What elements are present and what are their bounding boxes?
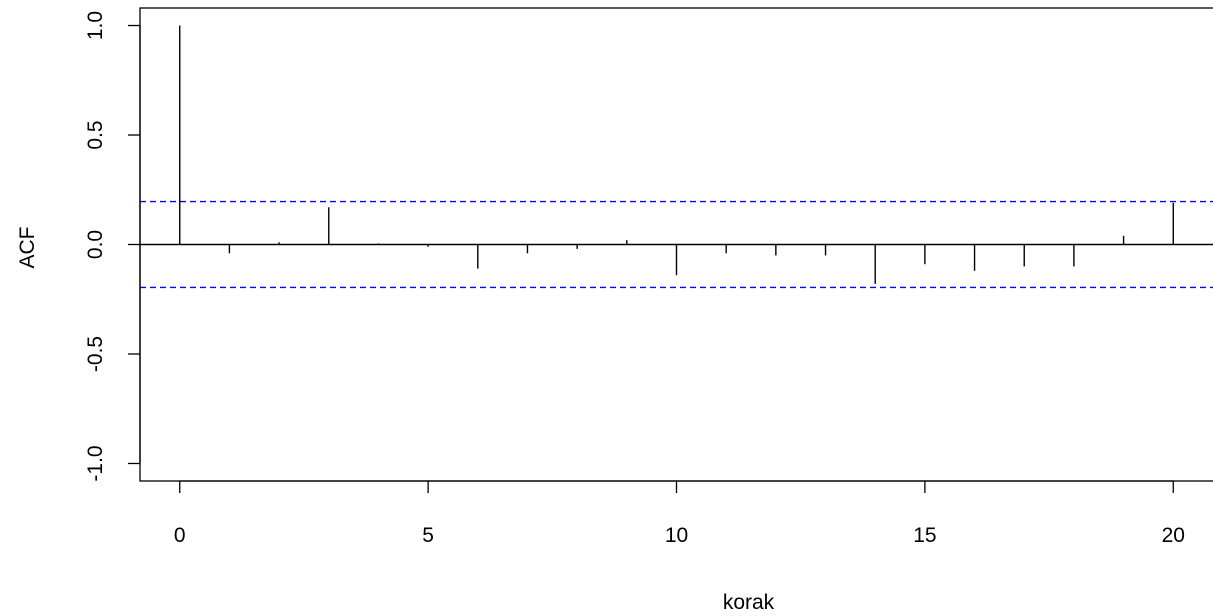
x-tick-label: 0	[174, 524, 186, 547]
y-tick-label: -1.0	[84, 445, 107, 481]
x-tick-label: 15	[913, 524, 936, 547]
x-tick-label: 10	[665, 524, 688, 547]
x-tick-label: 20	[1162, 524, 1185, 547]
y-tick-label: 0.0	[84, 230, 107, 259]
y-tick-label: -0.5	[84, 336, 107, 372]
y-tick-label: 1.0	[84, 11, 107, 40]
plot-area	[140, 25, 1213, 289]
x-tick-label: 5	[422, 524, 434, 547]
x-axis-title: korak	[723, 591, 775, 614]
y-axis-title: ACF	[16, 227, 39, 269]
y-tick-label: 0.5	[84, 120, 107, 149]
axes: 0 5 10 15 20 -1.0 -0.5 0.0 0.5 1.0	[84, 11, 1185, 547]
